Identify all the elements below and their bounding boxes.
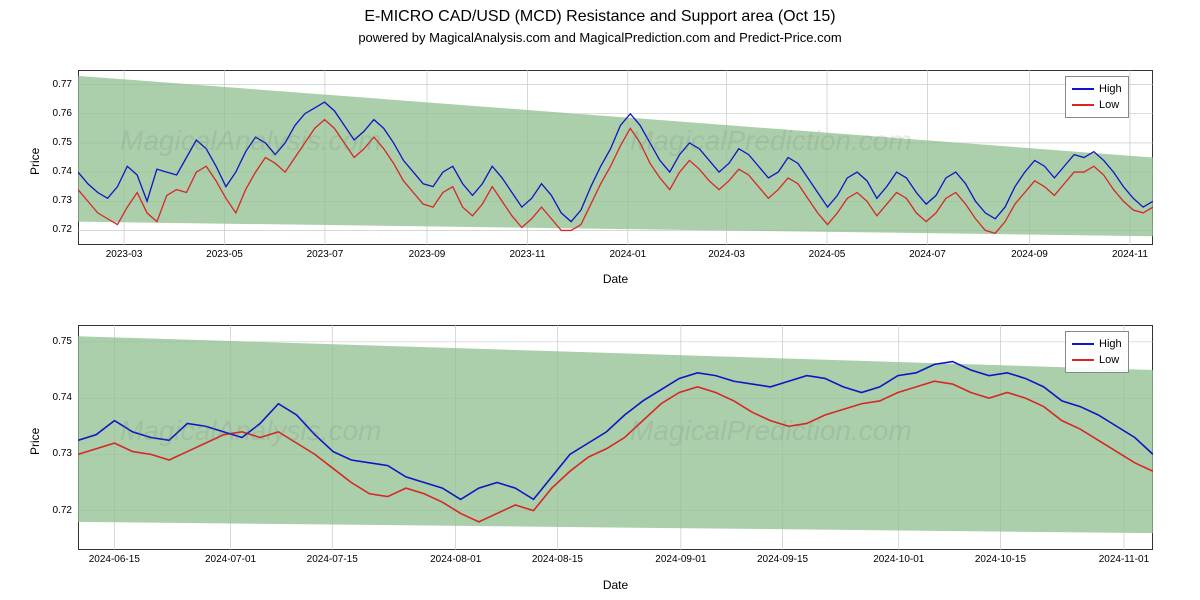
xtick-label: 2023-03: [94, 249, 154, 260]
bottom-chart-svg: [78, 325, 1153, 550]
xtick-label: 2023-11: [497, 249, 557, 260]
ytick-label: 0.74: [53, 166, 72, 177]
xtick-label: 2024-09-15: [753, 554, 813, 565]
xtick-label: 2024-06-15: [84, 554, 144, 565]
ytick-label: 0.75: [53, 336, 72, 347]
ytick-label: 0.73: [53, 448, 72, 459]
xtick-label: 2024-07-01: [201, 554, 261, 565]
legend-label: Low: [1099, 97, 1119, 113]
xtick-label: 2024-09-01: [651, 554, 711, 565]
ytick-label: 0.72: [53, 505, 72, 516]
legend-label: High: [1099, 336, 1122, 352]
xtick-label: 2024-10-15: [970, 554, 1030, 565]
legend-swatch: [1072, 343, 1094, 345]
legend-swatch: [1072, 88, 1094, 90]
legend-label: Low: [1099, 352, 1119, 368]
xtick-label: 2024-07-15: [302, 554, 362, 565]
xtick-label: 2024-03: [697, 249, 757, 260]
chart-page: { "title": "E-MICRO CAD/USD (MCD) Resist…: [0, 0, 1200, 600]
ytick-label: 0.76: [53, 108, 72, 119]
xtick-label: 2024-01: [598, 249, 658, 260]
bottom-chart-xlabel: Date: [78, 578, 1153, 592]
chart-title: E-MICRO CAD/USD (MCD) Resistance and Sup…: [0, 8, 1200, 26]
legend-swatch: [1072, 359, 1094, 361]
ytick-label: 0.74: [53, 392, 72, 403]
ytick-label: 0.73: [53, 195, 72, 206]
top-chart-xlabel: Date: [78, 272, 1153, 286]
xtick-label: 2024-08-15: [527, 554, 587, 565]
bottom-chart-legend: HighLow: [1065, 331, 1129, 373]
xtick-label: 2024-11-01: [1094, 554, 1154, 565]
xtick-label: 2024-05: [797, 249, 857, 260]
top-chart-ylabel: Price: [28, 148, 42, 175]
xtick-label: 2023-09: [397, 249, 457, 260]
top-chart-legend: HighLow: [1065, 76, 1129, 118]
xtick-label: 2024-07: [897, 249, 957, 260]
legend-item: High: [1072, 336, 1122, 352]
legend-item: Low: [1072, 97, 1122, 113]
top-chart-svg: [78, 70, 1153, 245]
legend-swatch: [1072, 104, 1094, 106]
xtick-label: 2023-07: [295, 249, 355, 260]
chart-subtitle: powered by MagicalAnalysis.com and Magic…: [0, 30, 1200, 45]
legend-item: Low: [1072, 352, 1122, 368]
ytick-label: 0.77: [53, 79, 72, 90]
xtick-label: 2024-08-01: [426, 554, 486, 565]
xtick-label: 2024-11: [1100, 249, 1160, 260]
legend-label: High: [1099, 81, 1122, 97]
ytick-label: 0.72: [53, 224, 72, 235]
xtick-label: 2023-05: [195, 249, 255, 260]
xtick-label: 2024-09: [1000, 249, 1060, 260]
ytick-label: 0.75: [53, 137, 72, 148]
xtick-label: 2024-10-01: [869, 554, 929, 565]
legend-item: High: [1072, 81, 1122, 97]
bottom-chart-ylabel: Price: [28, 428, 42, 455]
